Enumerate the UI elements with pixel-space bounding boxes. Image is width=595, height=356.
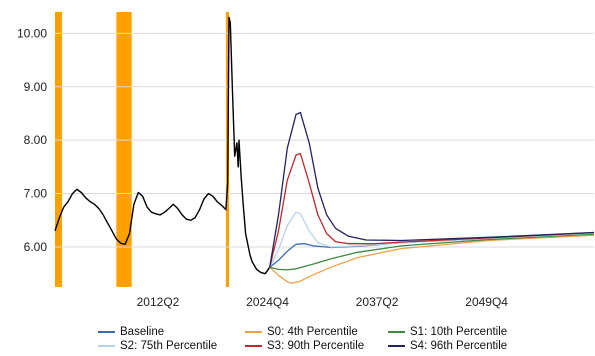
x-tick-label: 2024Q4 bbox=[246, 295, 289, 309]
y-tick-label: 8.00 bbox=[24, 133, 48, 147]
shaded-periods bbox=[55, 12, 229, 287]
shaded-period-1 bbox=[116, 12, 132, 287]
series-line-2 bbox=[269, 233, 595, 271]
legend-label: S2: 75th Percentile bbox=[120, 340, 218, 352]
shaded-period-0 bbox=[55, 12, 63, 287]
legend-label: S3: 90th Percentile bbox=[267, 340, 365, 352]
legend-item: S0: 4th Percentile bbox=[245, 326, 358, 338]
legend-item: S3: 90th Percentile bbox=[245, 340, 364, 352]
legend-swatch bbox=[245, 345, 262, 347]
legend-label: Baseline bbox=[120, 326, 165, 338]
line-chart: 6.00 7.00 8.00 9.00 10.00 2012Q2 2024Q4 2037Q2… bbox=[17, 12, 595, 309]
legend-item: Baseline bbox=[98, 326, 164, 338]
legend-swatch bbox=[98, 345, 115, 347]
series-line-4 bbox=[269, 152, 595, 268]
x-axis-ticks: 2012Q2 2024Q4 2037Q2 2049Q4 bbox=[137, 295, 509, 309]
x-tick-label: 2037Q2 bbox=[356, 295, 399, 309]
legend-label: S4: 96th Percentile bbox=[410, 340, 508, 352]
series-line-5 bbox=[269, 111, 595, 268]
x-tick-label: 2049Q4 bbox=[465, 295, 508, 309]
y-tick-label: 9.00 bbox=[24, 80, 48, 94]
legend-swatch bbox=[388, 345, 405, 347]
legend-label: S0: 4th Percentile bbox=[267, 326, 358, 338]
y-tick-label: 6.00 bbox=[24, 240, 48, 254]
history-line bbox=[54, 16, 271, 275]
legend-item: S4: 96th Percentile bbox=[388, 340, 507, 352]
y-tick-label: 10.00 bbox=[17, 26, 47, 40]
legend-swatch bbox=[98, 331, 115, 333]
legend-swatch bbox=[245, 331, 262, 333]
series-lines bbox=[54, 16, 595, 284]
y-axis-ticks: 6.00 7.00 8.00 9.00 10.00 bbox=[17, 26, 47, 254]
series-line-1 bbox=[269, 234, 595, 284]
y-tick-label: 7.00 bbox=[24, 187, 48, 201]
gridlines bbox=[55, 32, 594, 248]
legend-item: S1: 10th Percentile bbox=[388, 326, 507, 338]
chart-legend: Baseline S0: 4th Percentile S1: 10th Perce… bbox=[0, 326, 595, 356]
x-tick-label: 2012Q2 bbox=[137, 295, 180, 309]
legend-swatch bbox=[388, 331, 405, 333]
legend-item: S2: 75th Percentile bbox=[98, 340, 217, 352]
legend-label: S1: 10th Percentile bbox=[410, 326, 508, 338]
